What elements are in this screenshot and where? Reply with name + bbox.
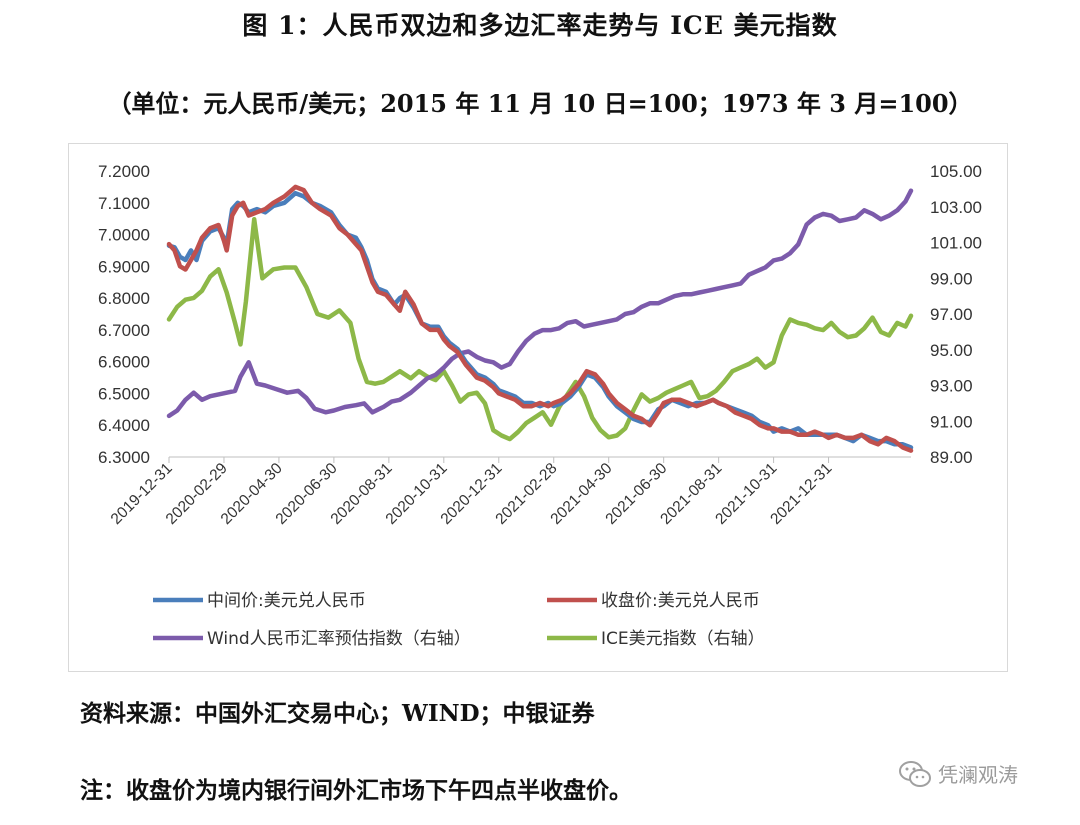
series-line-2 (166, 188, 914, 419)
legend-label: ICE美元指数（右轴） (601, 629, 765, 649)
right-axis-tick-label: 97.00 (930, 305, 973, 324)
right-axis-tick-label: 103.00 (930, 198, 982, 217)
series-line-3 (166, 217, 914, 442)
right-axis-tick-label: 93.00 (930, 377, 973, 396)
right-axis-tick-label: 95.00 (930, 341, 973, 360)
wechat-icon (899, 760, 931, 787)
legend-label: 中间价:美元兑人民币 (207, 591, 366, 611)
series-line-0 (166, 190, 914, 450)
chart-container: 6.3000 6.4000 6.5000 6.6000 6.7000 6.8000 6.90… (68, 143, 1008, 672)
source-note: 资料来源：中国外汇交易中心；WIND；中银证券 (80, 700, 595, 727)
footnote: 注：收盘价为境内银行间外汇市场下午四点半收盘价。 (80, 777, 632, 804)
left-axis-tick-label: 6.9000 (98, 257, 150, 276)
watermark-text: 凭澜观涛 (938, 763, 1018, 787)
left-axis-tick-label: 6.6000 (98, 353, 150, 372)
left-axis-tick-label: 6.5000 (98, 384, 150, 403)
left-axis-tick-label: 6.7000 (98, 321, 150, 340)
right-axis-tick-label: 105.00 (930, 162, 982, 181)
line-chart: 6.3000 6.4000 6.5000 6.6000 6.7000 6.8000 6.90… (98, 162, 982, 649)
right-axis-tick-label: 91.00 (930, 412, 973, 431)
left-axis-tick-label: 7.0000 (98, 226, 150, 245)
left-axis-tick-label: 7.1000 (98, 194, 150, 213)
watermark: 凭澜观涛 (898, 759, 1018, 788)
series-line-1 (166, 184, 914, 453)
legend-label: Wind人民币汇率预估指数（右轴） (207, 629, 471, 649)
right-axis-tick-label: 99.00 (930, 269, 973, 288)
left-axis-tick-label: 6.8000 (98, 289, 150, 308)
legend-label: 收盘价:美元兑人民币 (601, 591, 760, 611)
chart-title: 图 1：人民币双边和多边汇率走势与 ICE 美元指数 (242, 11, 838, 40)
right-axis-tick-label: 89.00 (930, 448, 973, 467)
left-axis-tick-label: 6.4000 (98, 416, 150, 435)
chart-subtitle: （单位：元人民币/美元；2015 年 11 月 10 日=100；1973 年 … (107, 89, 973, 118)
right-axis-tick-label: 101.00 (930, 234, 982, 253)
left-axis-tick-label: 6.3000 (98, 448, 150, 467)
left-axis-tick-label: 7.2000 (98, 162, 150, 181)
